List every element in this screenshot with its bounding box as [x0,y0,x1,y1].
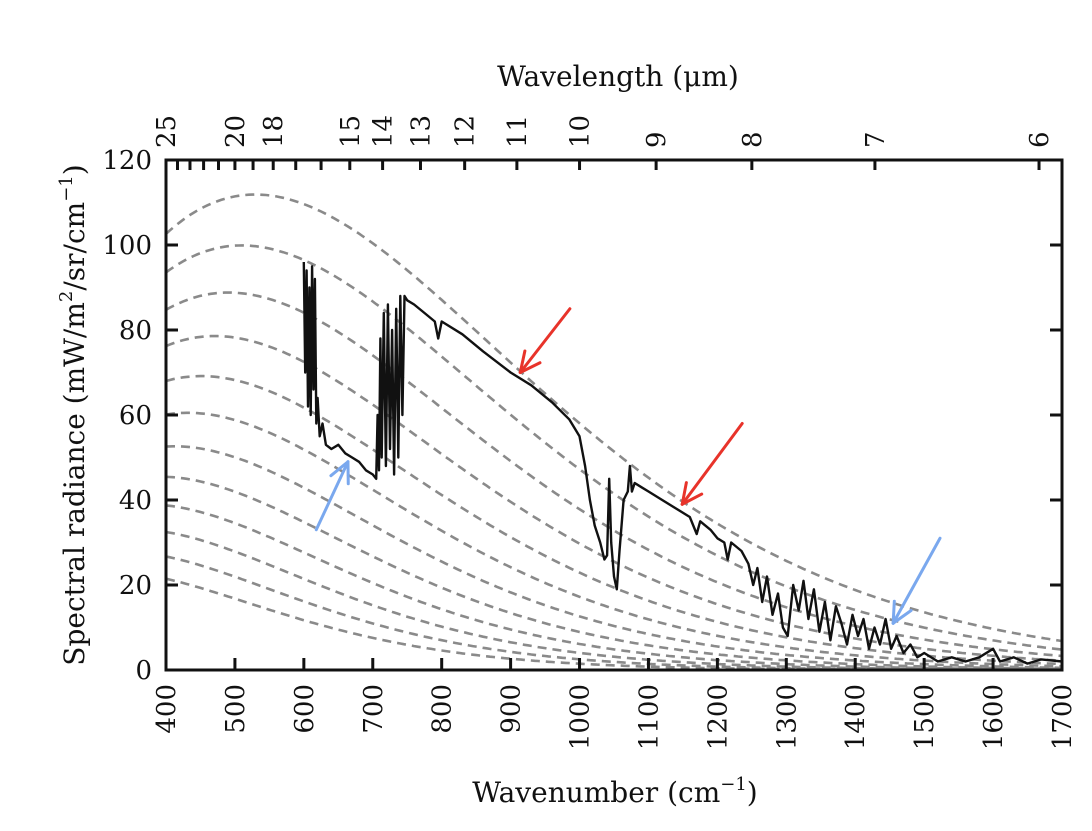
measured-spectrum [304,262,1062,664]
top-tick-label: 8 [738,131,768,148]
y-axis-title-mid: /sr/cm [58,202,91,291]
y-tick-label: 60 [119,401,152,431]
top-tick-label: 14 [369,115,399,148]
top-tick-label: 9 [642,131,672,148]
top-tick-label: 20 [221,115,251,148]
top-tick-label: 7 [861,131,891,148]
y-tick-label: 80 [119,316,152,346]
planck-curve-210K [166,446,1062,668]
plot-frame [166,160,1062,670]
x-tick-label: 1100 [634,684,664,750]
top-tick-label: 15 [336,115,366,148]
x-tick-label: 600 [290,684,320,734]
top-tick-label: 13 [406,115,436,148]
x-tick-label: 400 [152,684,182,734]
y-tick-label: 120 [102,146,152,176]
annotation-arrow [520,309,570,373]
annotation-arrows [316,309,940,624]
x-tick-label: 1500 [910,684,940,750]
arrow-head [893,601,894,623]
top-tick-label: 25 [152,115,182,148]
y-axis-title-main: Spectral radiance (mW/m [58,302,91,666]
spectrum-line [304,262,1062,664]
y-tick-label: 0 [135,656,152,686]
y-tick-label: 40 [119,486,152,516]
x-axis-title-main: Wavenumber (cm [472,776,720,809]
x-tick-label: 900 [497,684,527,734]
y-tick-label: 20 [119,571,152,601]
y-axis-title-sup1: 2 [56,291,77,302]
x-tick-label: 1300 [772,684,802,750]
x-tick-label: 800 [428,684,458,734]
top-tick-label: 11 [503,115,533,148]
x-axis-title-sup: −1 [720,774,747,795]
planck-reference-curves [166,195,1062,670]
annotation-arrow [316,462,348,530]
axis-ticks [166,160,1062,670]
y-axis-title-end: ) [58,164,91,175]
x-tick-label: 1000 [566,684,596,750]
top-tick-label: 18 [259,115,289,148]
y-axis-title: Spectral radiance (mW/m2/sr/cm−1) [56,164,91,665]
x-tick-label: 1600 [979,684,1009,750]
x-axis-title-end: ) [747,776,758,809]
arrow-shaft [682,424,742,505]
annotation-arrow [682,424,742,505]
x-tick-label: 1200 [703,684,733,750]
top-tick-label: 12 [451,115,481,148]
x-tick-label: 500 [221,684,251,734]
arrow-shaft [316,462,348,530]
top-axis-title: Wavelength (μm) [497,60,739,93]
top-tick-label: 10 [566,115,596,148]
x-axis-title: Wavenumber (cm−1) [472,774,757,809]
top-tick-label: 6 [1025,131,1055,148]
x-tick-label: 1700 [1048,684,1078,750]
y-axis-title-sup2: −1 [56,175,77,202]
y-tick-label: 100 [102,231,152,261]
x-tick-label: 1400 [841,684,871,750]
x-tick-label: 700 [359,684,389,734]
arrow-shaft [520,309,570,373]
